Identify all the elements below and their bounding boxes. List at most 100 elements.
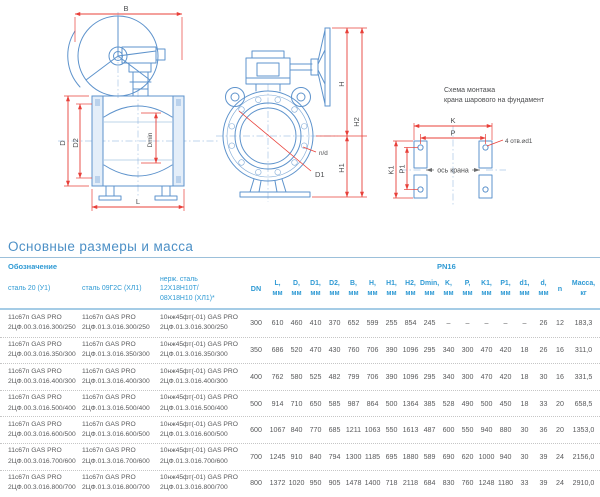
cell-d: 39 [539,479,548,488]
designation-steel09g2s: 11с67п GAS PRO 2ЦФ.01.3.016.700/600 [82,447,150,465]
mounting-title-line2: крана шарового на фундамент [444,97,545,104]
cell-d: 910 [290,452,303,461]
cell-d1: 470 [309,346,322,355]
dim-label-h1: H1 [337,163,346,173]
cell-l: 1245 [269,452,286,461]
cell-h1: 390 [385,346,398,355]
designation-steel09g2s: 11с67п GAS PRO 2ЦФ.01.3.016.600/500 [82,420,150,439]
table-header: Обозначение PN16 сталь 20 (У1) сталь 09Г… [0,257,600,310]
table-row: 11с67п GAS PRO 2ЦФ.00.3.016.700/600 11с67… [0,442,600,470]
cell-k: – [446,319,451,328]
table-row: 11с67п GAS PRO 2ЦФ.00.3.016.300/250 11с67… [0,310,600,337]
cell-d1: 18 [520,399,529,408]
designation-steel20: 11с67п GAS PRO 2ЦФ.00.3.016.350/300 [8,340,76,359]
designation-stainless: 10нж45фт(-01) GAS PRO 2ЦФ.01.3.016.700/6… [160,447,238,465]
cell-d2: 482 [328,372,341,381]
dim-label-nd: n/d [319,150,328,157]
cell-d2: 585 [328,399,341,408]
designation-steel20: 11с67п GAS PRO 2ЦФ.00.3.016.800/700 [8,473,76,492]
cell-d2: 794 [328,452,341,461]
engineering-drawing: B D D2 Dmin L [58,4,545,211]
cell-dmin: 487 [423,426,436,435]
cell-l: 914 [271,399,284,408]
cell-d1: 770 [309,426,322,435]
cell-p: 300 [461,372,474,381]
table-title: Основные размеры и масса [8,239,194,254]
col-header-b: B, мм [348,279,359,297]
cell-mass: 2156,0 [572,452,595,461]
cell-h: 706 [366,346,379,355]
designation-stainless: 10нж45фт(-01) GAS PRO 2ЦФ.01.3.016.800/7… [160,473,238,492]
cell-dn: 300 [250,319,262,328]
cell-k: 600 [442,426,455,435]
cell-p: 620 [461,452,474,461]
diagram-side-view: B D D2 Dmin L [58,4,218,211]
cell-mass: 183,3 [574,319,593,328]
col-header-h1: H1, мм [386,279,397,297]
cell-p1: 880 [499,426,512,435]
dim-label-l: L [136,197,140,206]
col-header-dmin: Dmin, мм [420,279,440,297]
cell-k1: 470 [480,346,493,355]
col-header-h2: H2, мм [405,279,416,297]
cell-d: 710 [290,399,303,408]
cell-d2: 370 [328,319,341,328]
cell-d2: 905 [328,479,341,488]
designation-steel09g2s: 11с67п GAS PRO 2ЦФ.01.3.016.500/400 [82,394,150,412]
cell-d: 33 [539,399,548,408]
cell-dn: 600 [250,426,262,435]
cell-dn: 400 [250,372,262,381]
col-header-l: L, мм [272,279,283,297]
cell-k1: 470 [480,372,493,381]
cell-k1: 500 [480,399,493,408]
cell-k1: 1000 [478,452,495,461]
cell-l: 1372 [269,479,286,488]
cell-d1: – [522,319,527,328]
cell-d1: 18 [520,372,529,381]
cell-d1: 840 [309,452,322,461]
table-body: 11с67п GAS PRO 2ЦФ.00.3.016.300/250 11с67… [0,310,600,496]
dim-label-p1: P1 [398,164,407,173]
col-header-p1: P1, мм [500,279,511,297]
table-row: 11с67п GAS PRO 2ЦФ.00.3.016.600/500 11с67… [0,416,600,443]
cell-h2: 2118 [402,479,419,488]
cell-k: 340 [442,346,455,355]
cell-n: 20 [556,426,564,435]
cell-d: 36 [539,426,548,435]
cell-d2: 685 [328,426,341,435]
cell-p1: 940 [499,452,512,461]
cell-d: 39 [539,452,548,461]
cell-dmin: 385 [423,399,436,408]
cell-k: 830 [442,479,455,488]
cell-p1: 420 [499,372,512,381]
cell-n: 16 [556,372,564,381]
mounting-title-line1: Схема монтажа [444,87,495,94]
cell-h: 1063 [364,426,381,435]
dim-label-h: H [337,81,346,86]
axis-label: ось крана [437,168,469,175]
designation-stainless: 10нж45фт(-01) GAS PRO 2ЦФ.01.3.016.300/2… [160,313,238,332]
col-header-d: d, мм [538,279,549,297]
cell-d1: 525 [309,372,322,381]
holes-label: 4 отв.⌀d1 [505,138,533,145]
cell-b: 652 [347,319,360,328]
diagram-mounting-scheme: Схема монтажа крана шарового на фундамен… [387,87,545,207]
cell-h1: 255 [385,319,398,328]
cell-d1: 30 [520,426,529,435]
cell-k: 528 [442,399,455,408]
cell-dn: 700 [250,452,262,461]
cell-p1: 1180 [497,479,514,488]
cell-h1: 695 [385,452,398,461]
cell-l: 1067 [269,426,286,435]
cell-d1: 650 [309,399,322,408]
cell-h2: 1613 [402,426,419,435]
cell-d1: 950 [309,479,322,488]
cell-dmin: 589 [423,452,436,461]
cell-l: 686 [271,346,284,355]
cell-dmin: 295 [423,346,436,355]
cell-dmin: 245 [423,319,436,328]
cell-h2: 854 [404,319,417,328]
cell-d1: 410 [309,319,322,328]
cell-d1: 33 [520,479,529,488]
